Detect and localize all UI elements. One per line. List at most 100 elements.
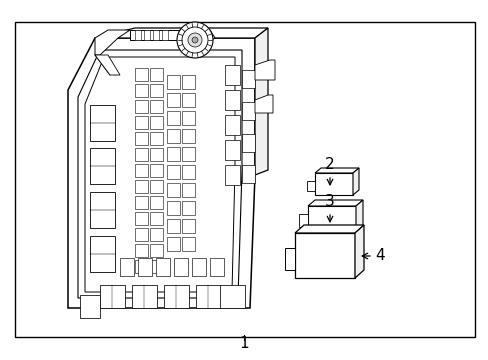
Polygon shape xyxy=(135,260,148,273)
Polygon shape xyxy=(120,258,134,276)
Polygon shape xyxy=(135,84,148,97)
Polygon shape xyxy=(90,236,115,272)
Polygon shape xyxy=(150,148,163,161)
Polygon shape xyxy=(182,129,195,143)
Polygon shape xyxy=(135,180,148,193)
Polygon shape xyxy=(355,200,362,232)
Polygon shape xyxy=(156,258,170,276)
Polygon shape xyxy=(224,140,240,160)
Polygon shape xyxy=(224,90,240,110)
Polygon shape xyxy=(85,57,235,292)
Polygon shape xyxy=(182,183,195,197)
Polygon shape xyxy=(135,132,148,145)
Polygon shape xyxy=(254,95,272,113)
Polygon shape xyxy=(174,258,187,276)
Polygon shape xyxy=(182,201,195,215)
Polygon shape xyxy=(162,30,168,40)
Polygon shape xyxy=(132,285,157,308)
Polygon shape xyxy=(167,201,180,215)
Polygon shape xyxy=(135,244,148,257)
Polygon shape xyxy=(95,30,130,55)
Polygon shape xyxy=(150,196,163,209)
Polygon shape xyxy=(182,93,195,107)
Polygon shape xyxy=(150,100,163,113)
Polygon shape xyxy=(167,111,180,125)
Polygon shape xyxy=(78,50,242,298)
Polygon shape xyxy=(224,65,240,85)
Polygon shape xyxy=(167,147,180,161)
Polygon shape xyxy=(307,206,355,232)
Circle shape xyxy=(182,27,207,53)
Polygon shape xyxy=(224,115,240,135)
Polygon shape xyxy=(135,196,148,209)
Polygon shape xyxy=(150,212,163,225)
Polygon shape xyxy=(354,225,363,278)
Polygon shape xyxy=(182,147,195,161)
Polygon shape xyxy=(150,164,163,177)
Polygon shape xyxy=(298,214,307,227)
Polygon shape xyxy=(242,102,254,120)
Polygon shape xyxy=(167,237,180,251)
Polygon shape xyxy=(182,219,195,233)
Polygon shape xyxy=(314,168,358,173)
Polygon shape xyxy=(68,38,254,308)
Polygon shape xyxy=(138,258,152,276)
Polygon shape xyxy=(182,75,195,89)
Polygon shape xyxy=(150,84,163,97)
Polygon shape xyxy=(130,30,180,40)
Polygon shape xyxy=(143,30,150,40)
Text: 1: 1 xyxy=(239,337,248,351)
Polygon shape xyxy=(254,60,274,80)
Polygon shape xyxy=(209,258,224,276)
Polygon shape xyxy=(135,148,148,161)
Polygon shape xyxy=(306,181,314,191)
Polygon shape xyxy=(314,173,352,195)
Polygon shape xyxy=(95,55,120,75)
Polygon shape xyxy=(192,258,205,276)
Polygon shape xyxy=(80,295,100,318)
Polygon shape xyxy=(167,183,180,197)
Polygon shape xyxy=(90,148,115,184)
Polygon shape xyxy=(135,212,148,225)
Polygon shape xyxy=(182,165,195,179)
Bar xyxy=(15,22,474,337)
Polygon shape xyxy=(135,116,148,129)
Polygon shape xyxy=(242,134,254,152)
Circle shape xyxy=(187,33,202,47)
Polygon shape xyxy=(220,285,244,308)
Text: 4: 4 xyxy=(374,248,384,264)
Circle shape xyxy=(192,37,198,43)
Polygon shape xyxy=(242,165,254,183)
Polygon shape xyxy=(294,233,354,278)
Polygon shape xyxy=(150,68,163,81)
Polygon shape xyxy=(196,285,221,308)
Polygon shape xyxy=(135,68,148,81)
Polygon shape xyxy=(242,70,254,88)
Polygon shape xyxy=(180,30,215,45)
Polygon shape xyxy=(135,30,141,40)
Circle shape xyxy=(177,22,213,58)
Polygon shape xyxy=(254,28,267,175)
Polygon shape xyxy=(224,165,240,185)
Polygon shape xyxy=(163,285,189,308)
Polygon shape xyxy=(150,228,163,241)
Polygon shape xyxy=(90,192,115,228)
Polygon shape xyxy=(182,237,195,251)
Polygon shape xyxy=(182,111,195,125)
Polygon shape xyxy=(150,132,163,145)
Polygon shape xyxy=(150,116,163,129)
Polygon shape xyxy=(100,285,125,308)
Polygon shape xyxy=(135,164,148,177)
Polygon shape xyxy=(294,225,363,233)
Text: 2: 2 xyxy=(325,157,334,172)
Polygon shape xyxy=(167,129,180,143)
Polygon shape xyxy=(167,219,180,233)
Polygon shape xyxy=(167,75,180,89)
Polygon shape xyxy=(95,28,267,38)
Polygon shape xyxy=(153,30,159,40)
Polygon shape xyxy=(167,165,180,179)
Polygon shape xyxy=(150,260,163,273)
Polygon shape xyxy=(135,100,148,113)
Polygon shape xyxy=(135,228,148,241)
Polygon shape xyxy=(307,200,362,206)
